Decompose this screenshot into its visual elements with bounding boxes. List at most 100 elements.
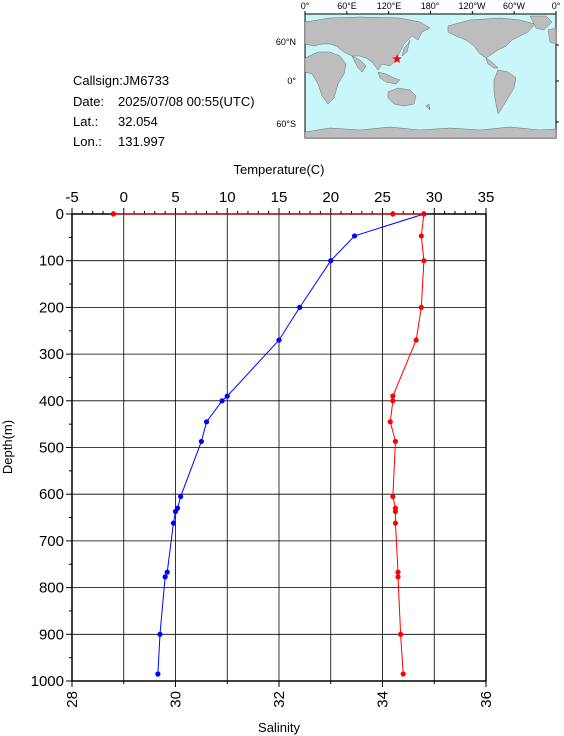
land-eurasia	[304, 16, 431, 71]
map-top-label: 60°E	[337, 1, 357, 11]
depth-tick-label: 900	[39, 626, 64, 643]
temperature-tick-label: 25	[374, 189, 391, 206]
depth-tick-label: 700	[39, 533, 64, 550]
data-point	[413, 337, 419, 343]
depth-axis-label: Depth(m)	[0, 420, 15, 474]
map-right-labels: 60°N 0° 60°S	[276, 37, 297, 129]
date-line: Date: 2025/07/08 00:55(UTC)	[73, 94, 255, 110]
land-north-america	[447, 17, 536, 59]
land-greenland	[529, 15, 553, 31]
data-point	[328, 258, 334, 264]
data-point	[421, 211, 427, 217]
depth-tick-label: 600	[39, 486, 64, 503]
land-se-asia	[377, 71, 401, 85]
data-point	[276, 337, 282, 343]
lat-value: 32.054	[118, 114, 158, 129]
map-top-label: 120°E	[377, 1, 402, 11]
map-top-label: 0°	[301, 1, 310, 11]
data-point	[418, 233, 424, 239]
series-line	[113, 213, 425, 675]
salinity-axis-label: Salinity	[258, 720, 300, 735]
land-japan	[401, 39, 411, 57]
temperature-tick-label: 20	[322, 189, 339, 206]
salinity-tick-label: 28	[64, 691, 81, 708]
data-point	[418, 304, 424, 310]
data-point	[421, 258, 427, 264]
lon-value: 131.997	[118, 134, 165, 149]
depth-tick-label: 100	[39, 253, 64, 270]
land-south-america	[493, 69, 517, 115]
map-right-label: 0°	[287, 76, 296, 86]
salinity-axis: 28 30 32 34 36	[64, 681, 495, 708]
temperature-tick-label: 30	[426, 189, 443, 206]
temperature-tick-label: 15	[271, 189, 288, 206]
data-point	[398, 631, 404, 637]
data-point	[110, 211, 116, 217]
data-point	[351, 233, 358, 239]
temperature-axis: -5 0 5 10 15 20 25 30 35	[65, 189, 494, 214]
temperature-tick-label: 0	[120, 189, 128, 206]
land-central-america	[485, 57, 499, 69]
data-point	[390, 393, 396, 399]
location-star-marker	[392, 54, 402, 64]
data-point	[164, 569, 170, 575]
lon-line: Lon.: 131.997	[73, 134, 165, 150]
profile-chart: -5 0 5 10 15 20 25 30 35 28 30 32 34 36 010020030040…	[0, 162, 495, 735]
data-point	[395, 574, 401, 580]
lon-label: Lon.:	[73, 134, 102, 149]
map-right-label: 60°S	[276, 119, 296, 129]
lat-line: Lat.: 32.054	[73, 114, 158, 130]
temperature-series	[155, 211, 427, 677]
chart-grid	[71, 213, 487, 682]
data-point	[392, 438, 399, 445]
depth-tick-label: 400	[39, 393, 64, 410]
map-top-labels: 0° 60°E 120°E 180° 120°W 60°W 0°	[301, 1, 561, 11]
data-series	[110, 211, 427, 677]
salinity-tick-label: 36	[478, 691, 495, 708]
depth-tick-label: 300	[39, 346, 64, 363]
data-point	[400, 671, 406, 677]
land-europe	[547, 27, 557, 45]
temperature-tick-label: 35	[478, 189, 495, 206]
data-point	[172, 508, 179, 515]
land-africa	[304, 51, 347, 105]
data-point	[198, 438, 204, 445]
salinity-series	[110, 211, 427, 677]
data-point	[390, 493, 396, 500]
land-nz	[425, 103, 431, 111]
data-point	[157, 631, 163, 637]
data-point	[392, 520, 399, 526]
data-point	[387, 419, 393, 425]
data-point	[224, 393, 230, 399]
salinity-tick-label: 32	[271, 691, 288, 708]
temperature-tick-label: -5	[65, 189, 78, 206]
callsign-label: Callsign:	[73, 73, 123, 88]
map-right-label: 60°N	[276, 37, 296, 47]
temperature-tick-label: 10	[219, 189, 236, 206]
salinity-tick-label: 30	[168, 691, 185, 708]
date-label: Date:	[73, 94, 105, 109]
land-antarctica	[304, 126, 557, 139]
lat-label: Lat.:	[73, 114, 99, 129]
data-point	[219, 398, 225, 404]
data-point	[178, 493, 184, 500]
salinity-tick-label: 34	[375, 691, 392, 708]
data-point	[162, 574, 168, 580]
date-value: 2025/07/08 00:55(UTC)	[118, 94, 255, 109]
map-top-label: 0°	[552, 1, 561, 11]
temperature-axis-label: Temperature(C)	[233, 162, 324, 177]
land-australia	[387, 87, 417, 107]
depth-tick-label: 1000	[31, 673, 64, 690]
depth-tick-label: 500	[39, 440, 64, 457]
callsign-line: Callsign:JM6733	[73, 73, 169, 89]
callsign-value: JM6733	[122, 73, 170, 88]
depth-tick-label: 0	[56, 206, 64, 223]
depth-axis: 0 100 200 300 400 500 600 700 800 900 1000	[31, 206, 72, 690]
map-land	[304, 15, 557, 139]
map-top-label: 120°W	[458, 1, 486, 11]
temperature-tick-label: 5	[171, 189, 179, 206]
data-point	[203, 419, 210, 425]
data-point	[390, 211, 396, 217]
data-point	[395, 569, 401, 575]
